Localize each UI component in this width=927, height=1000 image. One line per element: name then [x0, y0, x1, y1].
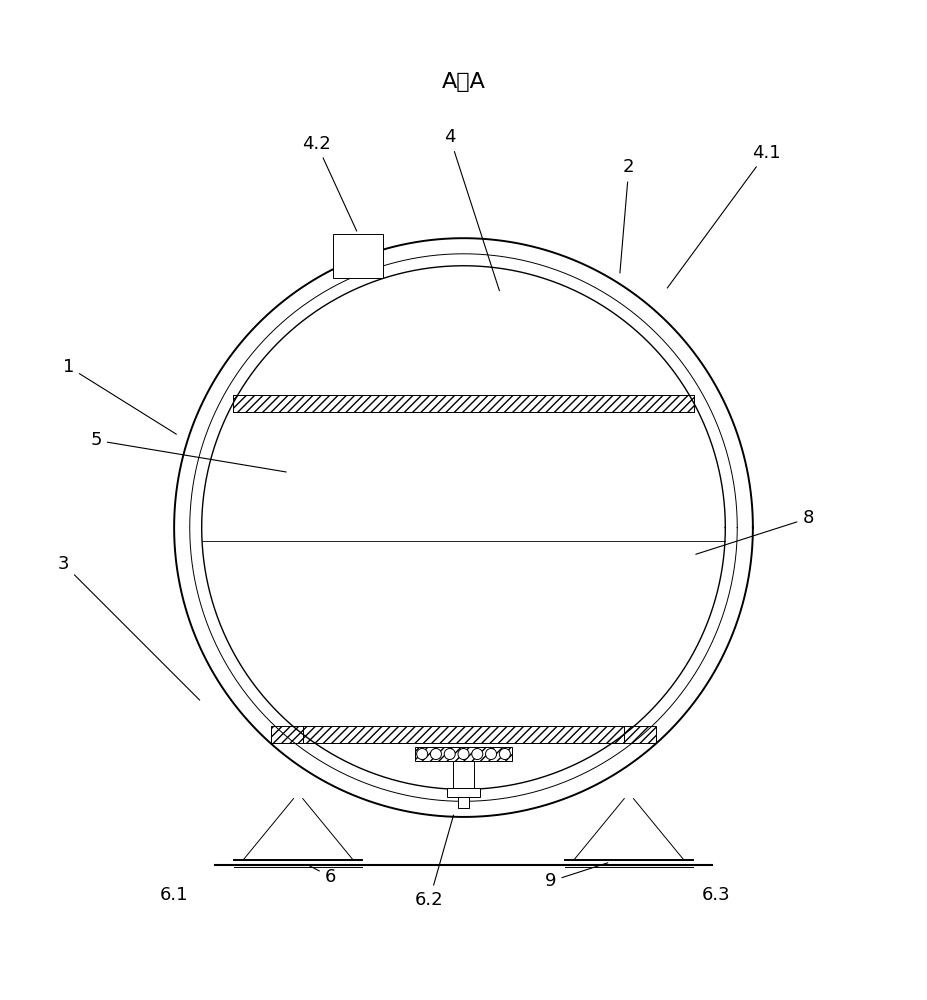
Text: 9: 9	[545, 863, 608, 890]
Bar	[415, 747, 512, 761]
Circle shape	[500, 748, 511, 760]
Circle shape	[472, 748, 483, 760]
Text: 1: 1	[63, 358, 176, 434]
Polygon shape	[174, 238, 753, 817]
Text: 3: 3	[58, 555, 199, 700]
Text: 4.2: 4.2	[302, 135, 357, 231]
Circle shape	[430, 748, 441, 760]
Bar	[333, 234, 383, 278]
Text: 8: 8	[696, 509, 814, 554]
Bar	[303, 726, 624, 743]
Bar	[453, 761, 474, 788]
Text: 4: 4	[444, 128, 500, 291]
Bar	[458, 797, 469, 808]
Bar	[233, 395, 694, 412]
Bar	[447, 788, 480, 797]
Text: 4.1: 4.1	[667, 144, 781, 288]
Circle shape	[444, 748, 455, 760]
Circle shape	[458, 748, 469, 760]
Text: A－A: A－A	[441, 72, 486, 92]
Text: 6.3: 6.3	[702, 886, 730, 904]
Bar	[271, 726, 303, 743]
Text: 5: 5	[90, 431, 286, 472]
Bar	[624, 726, 656, 743]
Circle shape	[416, 748, 427, 760]
Text: 6: 6	[310, 866, 336, 886]
Text: 2: 2	[620, 158, 635, 273]
Text: 6.2: 6.2	[415, 815, 453, 909]
Text: 6.1: 6.1	[159, 886, 188, 904]
Circle shape	[486, 748, 497, 760]
